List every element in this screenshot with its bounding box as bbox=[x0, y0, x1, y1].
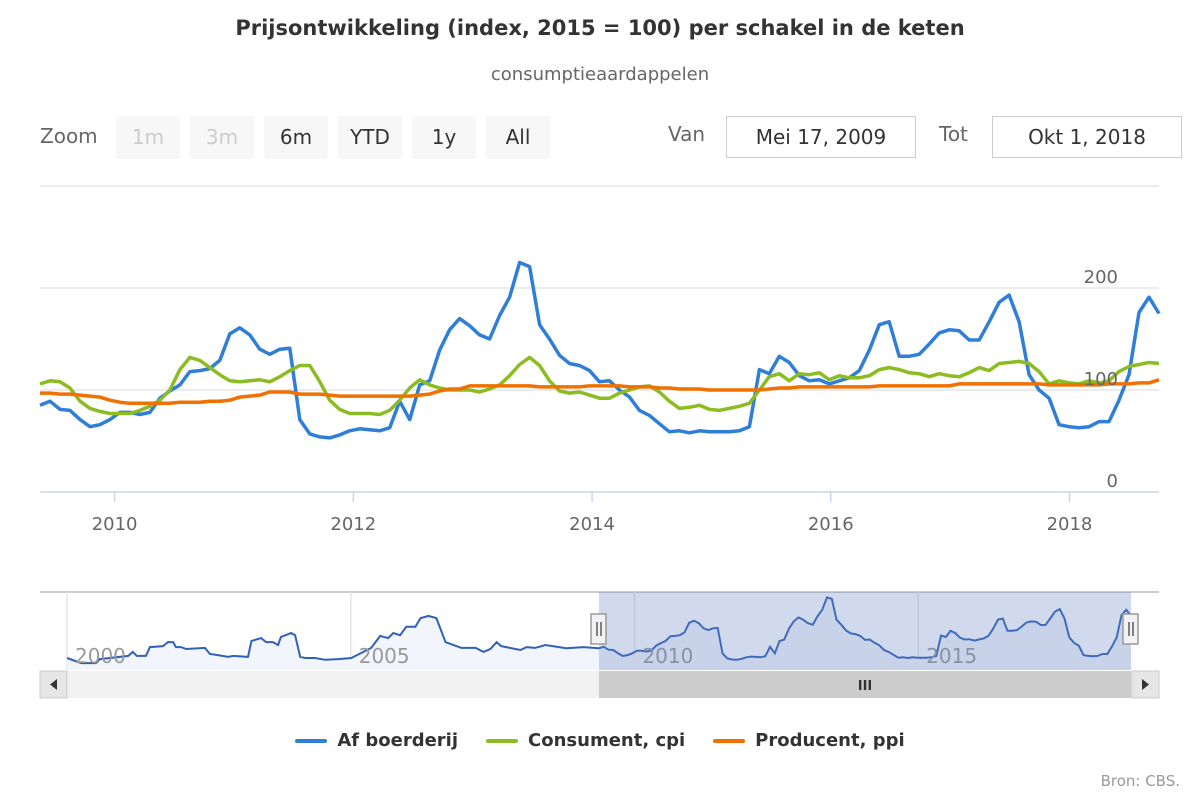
zoom-1m-button[interactable]: 1m bbox=[116, 116, 180, 159]
x-tick-label-2018: 2018 bbox=[1047, 514, 1093, 535]
series-producent-ppi-line[interactable] bbox=[40, 378, 1160, 406]
zoom-6m-button[interactable]: 6m bbox=[264, 116, 328, 159]
zoom-1y-button[interactable]: 1y bbox=[412, 116, 476, 159]
legend-label: Producent, ppi bbox=[755, 730, 905, 751]
from-date-label: Van bbox=[668, 122, 706, 146]
series-af-boerderij-line[interactable] bbox=[39, 260, 1161, 440]
x-tick-label-2014: 2014 bbox=[569, 514, 615, 535]
series-consument-cpi-line[interactable] bbox=[39, 355, 1160, 417]
navigator-series-line bbox=[66, 596, 1132, 665]
legend-symbol-green bbox=[486, 738, 519, 743]
y-tick-label-200: 200 bbox=[1084, 267, 1118, 288]
scrollbar-grip-icon: III bbox=[858, 679, 873, 694]
zoom-all-button[interactable]: All bbox=[486, 116, 550, 159]
legend: Af boerderij Consument, cpi Producent, p… bbox=[0, 730, 1200, 751]
x-tick-label-2016: 2016 bbox=[808, 514, 854, 535]
navigator-x-label-2005: 2005 bbox=[359, 644, 410, 668]
y-tick-label-100: 100 bbox=[1084, 369, 1118, 390]
navigator-x-label-2015: 2015 bbox=[926, 644, 977, 668]
y-gridlines bbox=[40, 185, 1159, 391]
series-producent-ppi-group bbox=[40, 378, 1160, 406]
scrollbar[interactable]: III bbox=[39, 670, 1160, 699]
navigator-handle-right[interactable] bbox=[1122, 613, 1139, 645]
navigator-handle-left[interactable] bbox=[590, 613, 607, 645]
zoom-label: Zoom bbox=[40, 124, 98, 148]
legend-item-af-boerderij[interactable]: Af boerderij bbox=[295, 730, 458, 751]
legend-label: Af boerderij bbox=[337, 730, 459, 751]
legend-symbol-orange bbox=[713, 738, 746, 743]
handle-box[interactable] bbox=[1122, 613, 1139, 645]
zoom-3m-button[interactable]: 3m bbox=[190, 116, 254, 159]
to-date-input[interactable]: Okt 1, 2018 bbox=[992, 116, 1182, 158]
credits[interactable]: Bron: CBS. bbox=[1100, 772, 1180, 790]
x-tick-label-2012: 2012 bbox=[330, 514, 376, 535]
to-date-label: Tot bbox=[939, 122, 968, 146]
series-group bbox=[39, 260, 1161, 440]
zoom-ytd-button[interactable]: YTD bbox=[338, 116, 402, 159]
arrow-left-icon bbox=[50, 679, 57, 690]
chart-title: Prijsontwikkeling (index, 2015 = 100) pe… bbox=[235, 16, 965, 40]
chart-subtitle: consumptieaardappelen bbox=[490, 64, 710, 85]
handle-box[interactable] bbox=[590, 613, 607, 645]
legend-symbol-blue bbox=[295, 738, 328, 743]
navigator-x-label-2010: 2010 bbox=[642, 644, 693, 668]
arrow-right-icon bbox=[1142, 679, 1149, 690]
x-axis: 2010 2012 2014 2016 2018 bbox=[40, 491, 1159, 535]
navigator-area bbox=[67, 597, 1131, 670]
legend-item-producent-ppi[interactable]: Producent, ppi bbox=[713, 730, 905, 751]
y-axis-labels: 200 100 0 bbox=[1084, 267, 1118, 492]
scrollbar-thumb[interactable] bbox=[599, 671, 1131, 698]
x-tick-label-2010: 2010 bbox=[92, 514, 138, 535]
series-af-boerderij-group bbox=[39, 260, 1161, 440]
y-tick-label-0: 0 bbox=[1107, 471, 1118, 492]
from-date-input[interactable]: Mei 17, 2009 bbox=[726, 116, 916, 158]
legend-label: Consument, cpi bbox=[528, 730, 686, 751]
navigator[interactable]: 2000 2005 2010 2015 III bbox=[39, 591, 1160, 699]
series-consument-cpi-group bbox=[39, 355, 1160, 417]
navigator-selected-range[interactable] bbox=[599, 592, 1131, 670]
legend-item-consument-cpi[interactable]: Consument, cpi bbox=[486, 730, 685, 751]
navigator-x-label-2000: 2000 bbox=[75, 644, 126, 668]
